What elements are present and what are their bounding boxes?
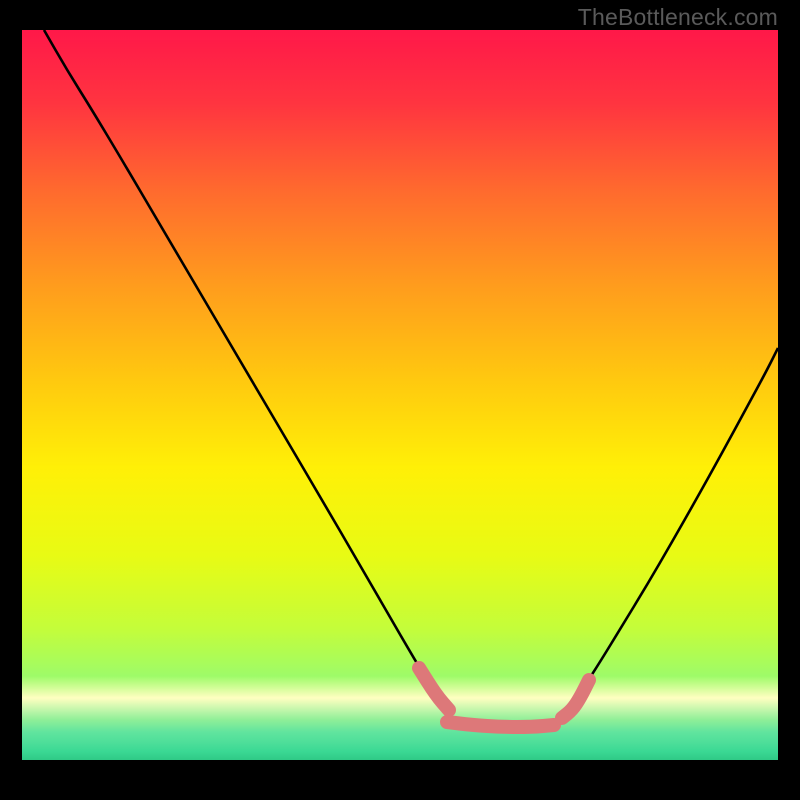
- watermark-text: TheBottleneck.com: [578, 4, 778, 31]
- plot-area: [22, 30, 778, 760]
- curves-layer: [22, 30, 778, 760]
- bottom-highlight-marker: [419, 668, 589, 727]
- right-curve: [582, 348, 778, 690]
- left-curve: [44, 30, 430, 685]
